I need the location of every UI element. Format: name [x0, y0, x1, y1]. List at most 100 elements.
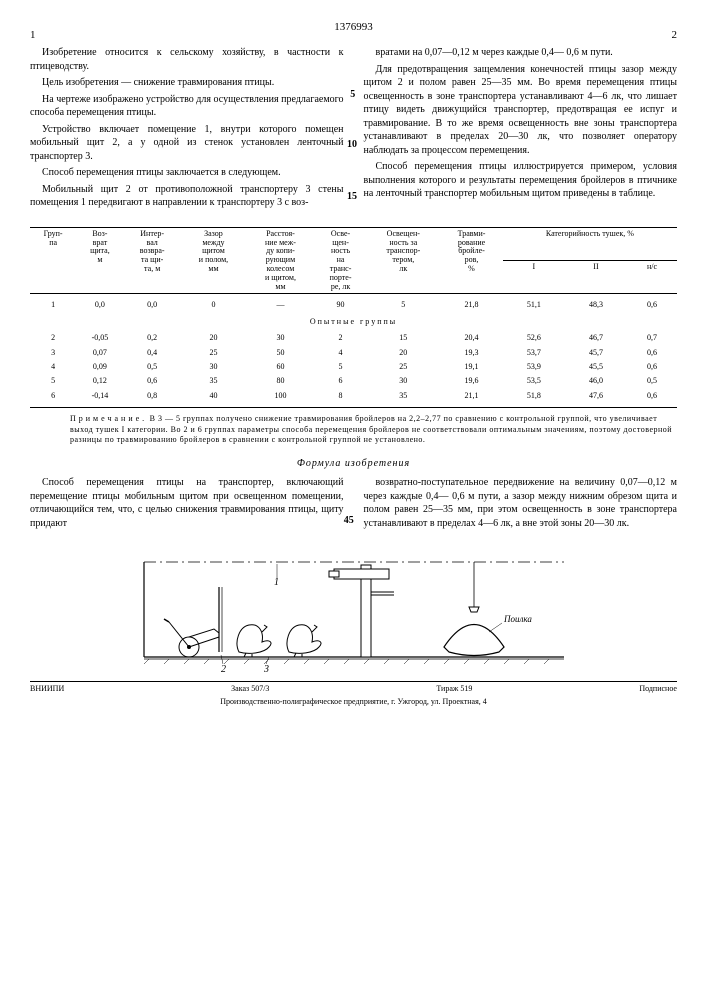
table-cell: 0,0 [124, 294, 181, 313]
page-num-right: 2 [672, 28, 678, 42]
table-cell: 100 [246, 389, 315, 408]
page-num-left: 1 [30, 28, 36, 42]
table-cell: 35 [366, 389, 440, 408]
table-row: 6-0,140,84010083521,151,847,60,6 [30, 389, 677, 408]
table-cell: 30 [246, 331, 315, 345]
table-cell: 21,1 [440, 389, 503, 408]
formula-col-right: возвратно-поступательное передвижение на… [364, 476, 678, 533]
table-note: Примечание. В 3 — 5 группах получено сни… [30, 414, 677, 445]
para: Способ перемещения птицы заключается в с… [30, 166, 344, 180]
table-cell: 25 [366, 360, 440, 374]
table-cell: 15 [366, 331, 440, 345]
table-cell: 0,4 [124, 346, 181, 360]
table-cell: 19,6 [440, 374, 503, 388]
th: Груп-па [30, 227, 76, 294]
table-cell: 51,8 [503, 389, 565, 408]
note-text: В 3 — 5 группах получено снижение травми… [70, 414, 672, 444]
table-cell: 60 [246, 360, 315, 374]
table-cell: 50 [246, 346, 315, 360]
table-cell: 53,7 [503, 346, 565, 360]
table-cell: 5 [30, 374, 76, 388]
table-cell: 0,6 [627, 294, 677, 313]
table-cell: 4 [30, 360, 76, 374]
para: Цель изобретения — снижение травмировани… [30, 76, 344, 90]
para: Способ перемещения птицы иллюстрируется … [364, 160, 678, 201]
table-cell: -0,14 [76, 389, 123, 408]
table-row: 40,090,5306052519,153,945,50,6 [30, 360, 677, 374]
doc-number: 1376993 [30, 20, 677, 34]
footer-left: ВНИИПИ [30, 684, 64, 694]
formula-title: Формула изобретения [30, 457, 677, 470]
line-number-10: 10 [347, 138, 357, 151]
table-cell: 25 [181, 346, 246, 360]
table-cell: 80 [246, 374, 315, 388]
table-cell: 1 [30, 294, 76, 313]
table-cell: 46,7 [565, 331, 627, 345]
th: Освещен-ность затранспор-тером,лк [366, 227, 440, 294]
body-text: 1 2 5 10 15 Изобретение относится к сель… [30, 46, 677, 213]
table-cell: 0,7 [627, 331, 677, 345]
para: Устройство включает помещение 1, внутри … [30, 123, 344, 164]
table-row: 30,070,4255042019,353,745,70,6 [30, 346, 677, 360]
para: Изобретение относится к сельскому хозяйс… [30, 46, 344, 73]
table-cell: 53,9 [503, 360, 565, 374]
footer: ВНИИПИ Заказ 507/3 Тираж 519 Подписное П… [30, 681, 677, 707]
table-cell: 8 [315, 389, 367, 408]
th: Травми-рованиебройле-ров,% [440, 227, 503, 294]
table-cell: 5 [315, 360, 367, 374]
footer-bottom: Производственно-полиграфическое предприя… [30, 697, 677, 707]
table-cell: 2 [30, 331, 76, 345]
table-cell: 4 [315, 346, 367, 360]
table-cell: 30 [366, 374, 440, 388]
column-right: вратами на 0,07—0,12 м через каждые 0,4—… [364, 46, 678, 213]
table-row: 2-0,050,2203021520,452,646,70,7 [30, 331, 677, 345]
table-cell: 0,2 [124, 331, 181, 345]
para: Способ перемещения птицы на транспортер,… [30, 476, 344, 530]
table-cell: 21,8 [440, 294, 503, 313]
column-left: Изобретение относится к сельскому хозяйс… [30, 46, 344, 213]
table-cell: 35 [181, 374, 246, 388]
para: вратами на 0,07—0,12 м через каждые 0,4—… [364, 46, 678, 60]
table-cell: 0,5 [627, 374, 677, 388]
table-cell: 3 [30, 346, 76, 360]
poilka-label: Поилка [503, 614, 532, 624]
th: Осве-щен-ностьнатранс-порте-ре, лк [315, 227, 367, 294]
svg-text:2: 2 [221, 664, 226, 675]
table-cell: 0 [181, 294, 246, 313]
table-cell: 0,6 [627, 360, 677, 374]
th: I [503, 261, 565, 294]
table-row: 10,00,00—90521,851,148,30,6 [30, 294, 677, 313]
table-cell: 0,8 [124, 389, 181, 408]
table-cell: -0,05 [76, 331, 123, 345]
th-group: Категорийность тушек, % [503, 227, 677, 260]
table-cell: 0,07 [76, 346, 123, 360]
table-cell: 6 [30, 389, 76, 408]
para: Для предотвращения защемления конечносте… [364, 63, 678, 158]
table-cell: 0,6 [124, 374, 181, 388]
table-cell: 45,5 [565, 360, 627, 374]
table-cell: 19,1 [440, 360, 503, 374]
table-cell: 90 [315, 294, 367, 313]
th: н/с [627, 261, 677, 294]
table-cell: 48,3 [565, 294, 627, 313]
svg-text:3: 3 [263, 664, 269, 675]
table-cell: 0,6 [627, 389, 677, 408]
table-cell: 45,7 [565, 346, 627, 360]
figure-drawing: Поилка 1 2 3 [134, 547, 574, 677]
table-cell: 19,3 [440, 346, 503, 360]
para: возвратно-поступательное передвижение на… [364, 476, 678, 530]
line-number-5: 5 [350, 88, 355, 101]
table-cell: 0,6 [627, 346, 677, 360]
th: Интер-валвозвра-та щи-та, м [124, 227, 181, 294]
table-cell: 47,6 [565, 389, 627, 408]
table-cell: 2 [315, 331, 367, 345]
table-cell: 20,4 [440, 331, 503, 345]
table-cell: 6 [315, 374, 367, 388]
table-cell: 0,0 [76, 294, 123, 313]
table-cell: 51,1 [503, 294, 565, 313]
formula-columns: 45 Способ перемещения птицы на транспорт… [30, 476, 677, 533]
para: На чертеже изображено устройство для осу… [30, 93, 344, 120]
table-cell: 52,6 [503, 331, 565, 345]
table-cell: 53,5 [503, 374, 565, 388]
table-cell: 0,09 [76, 360, 123, 374]
